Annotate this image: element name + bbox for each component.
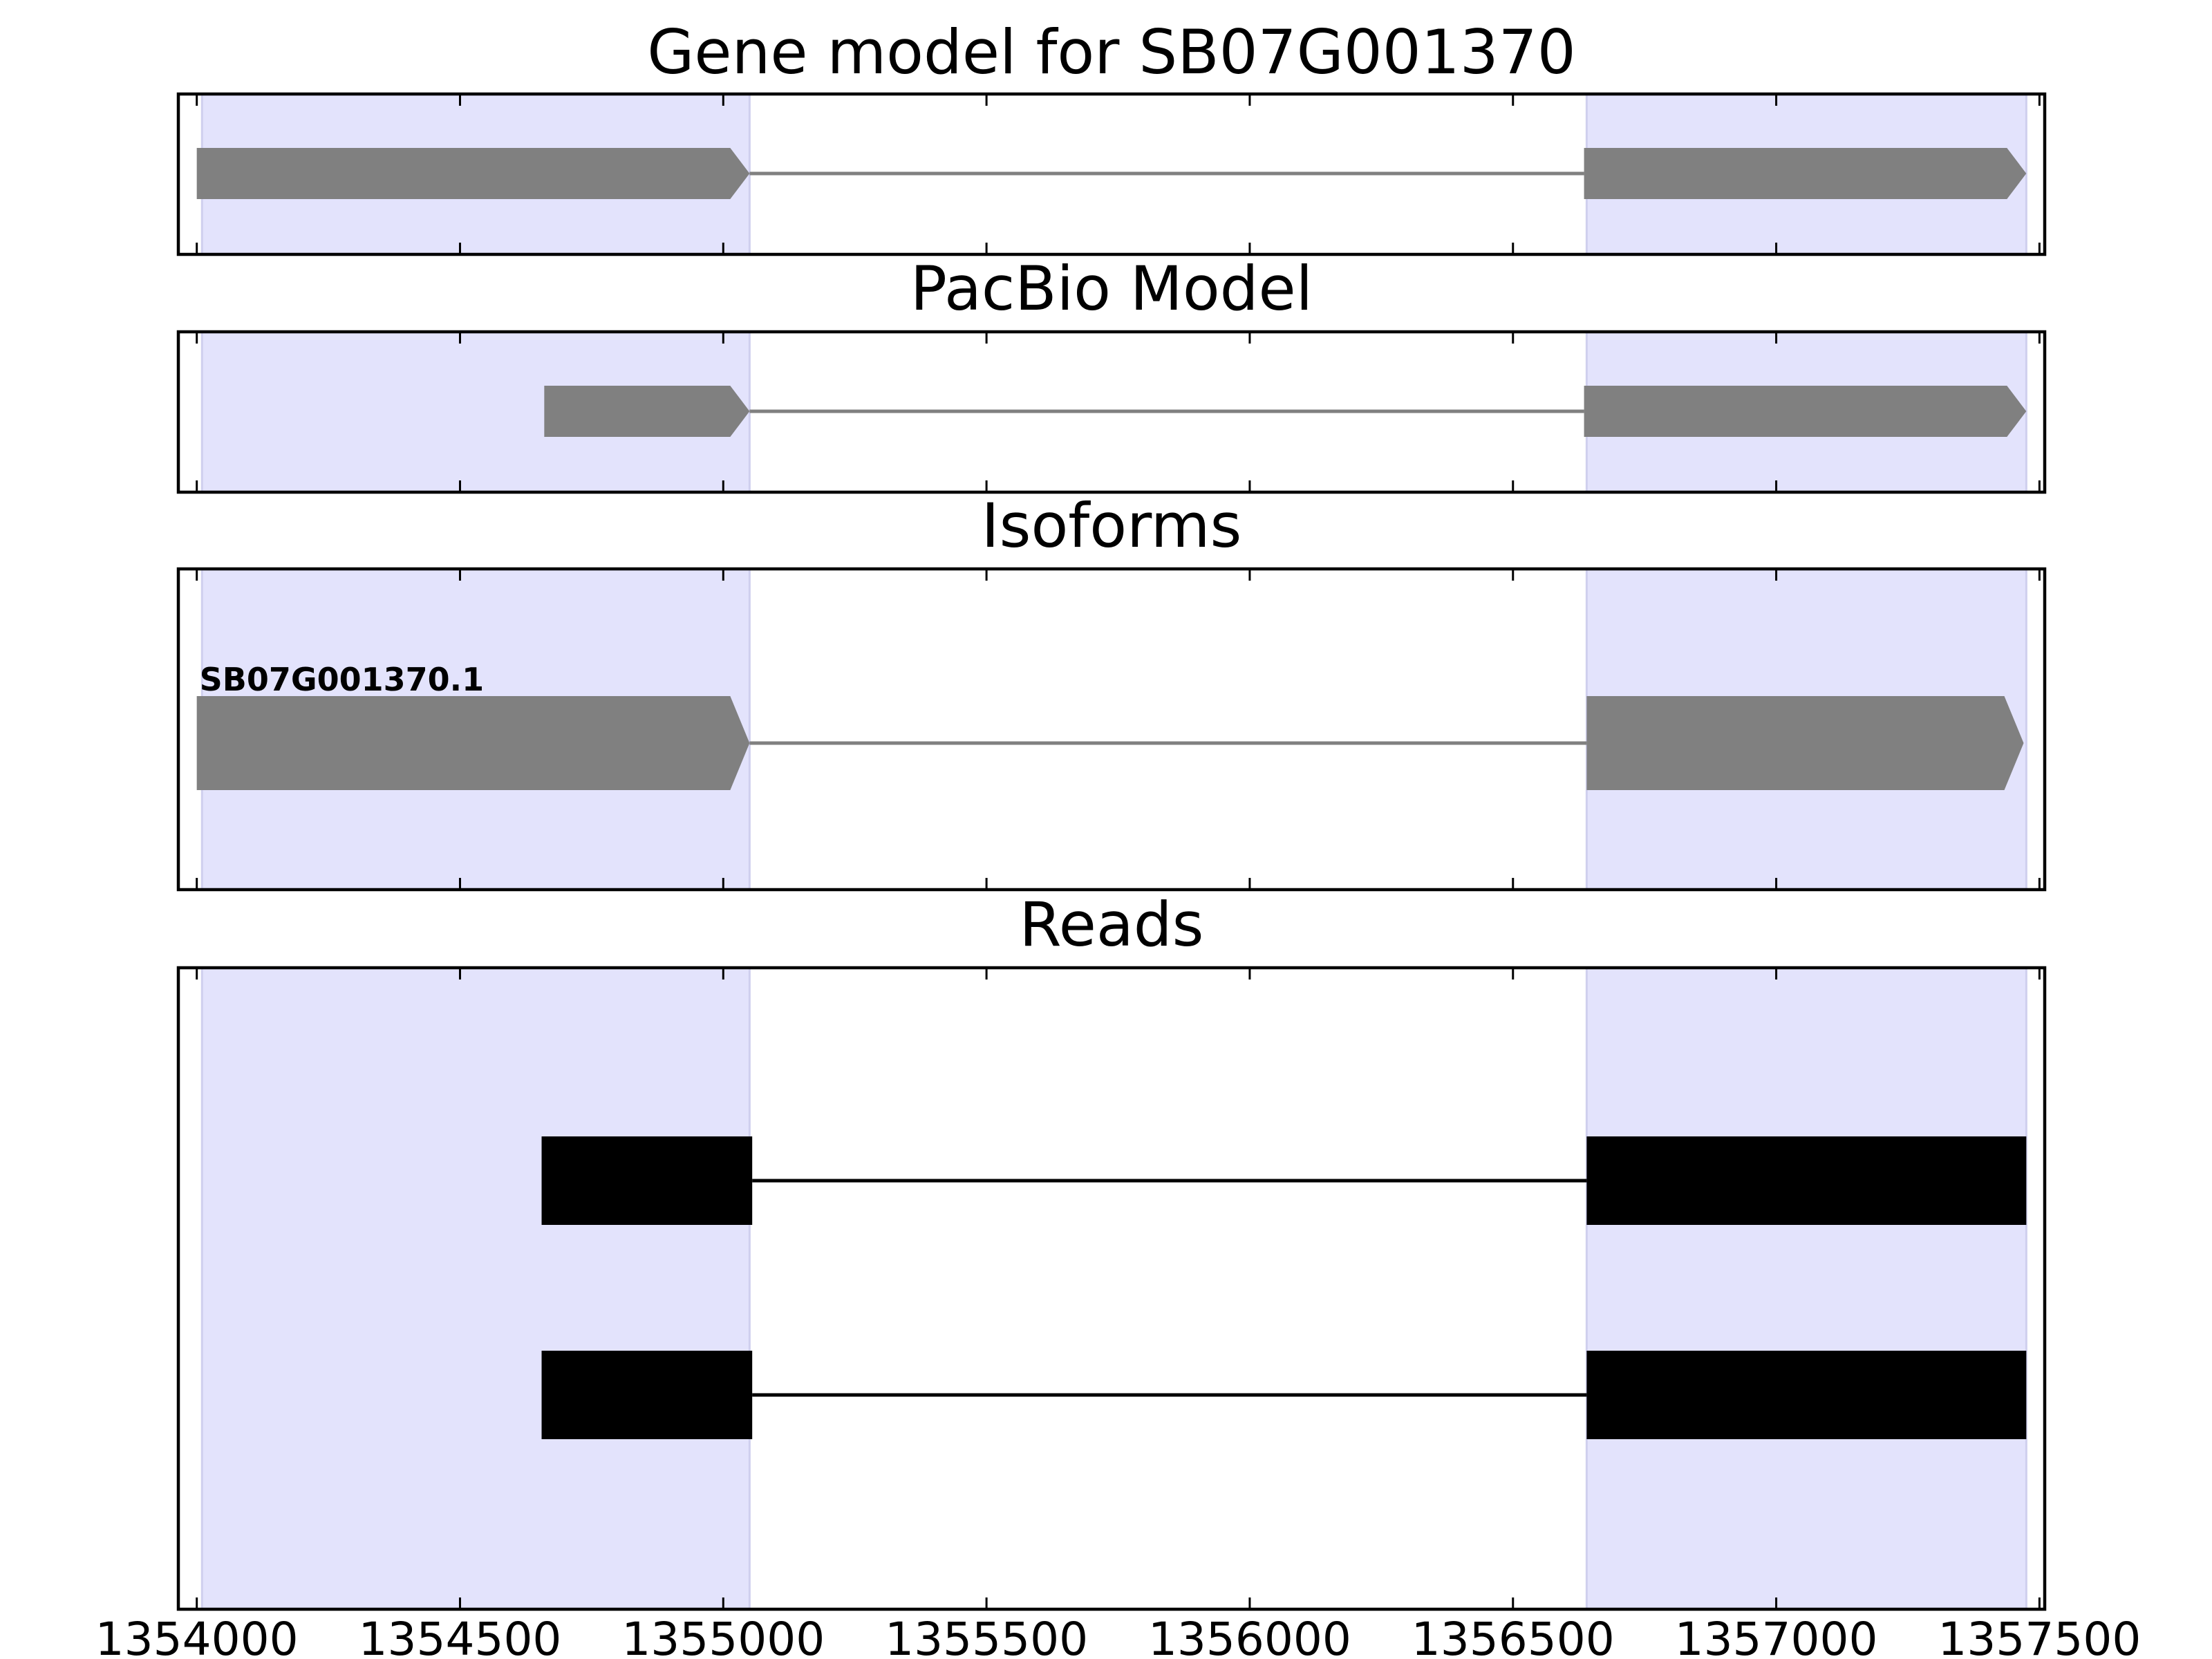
pacbio-model-exon-1-2 bbox=[1584, 386, 2027, 437]
gene-model-title: Gene model for SB07G001370 bbox=[647, 17, 1576, 88]
reads-highlight-region-2 bbox=[1585, 966, 2027, 1611]
pacbio-model-frame bbox=[176, 330, 2047, 494]
x-tick-label: 1357000 bbox=[1675, 1613, 1878, 1659]
isoforms-title: Isoforms bbox=[982, 490, 1242, 561]
isoforms-exon-1-2 bbox=[1586, 696, 2024, 790]
reads-exon-1-2 bbox=[1586, 1136, 2027, 1225]
reads-title: Reads bbox=[1020, 889, 1204, 960]
isoforms-exon-1-1 bbox=[196, 696, 750, 790]
x-tick-label: 1356000 bbox=[1148, 1613, 1351, 1659]
pacbio-model-title: PacBio Model bbox=[910, 253, 1313, 324]
pacbio-model-exon-1-1 bbox=[544, 386, 750, 437]
x-tick-label: 1354500 bbox=[358, 1613, 561, 1659]
x-tick-label: 1355500 bbox=[885, 1613, 1088, 1659]
reads-exon-2-1 bbox=[541, 1351, 753, 1439]
reads-exon-2-2 bbox=[1586, 1351, 2027, 1439]
reads-exon-1-1 bbox=[541, 1136, 753, 1225]
gene-model-exon-1-1 bbox=[196, 148, 750, 199]
x-tick-label: 1354000 bbox=[95, 1613, 299, 1659]
reads-highlight-region-1 bbox=[200, 966, 751, 1611]
x-tick-label: 1357500 bbox=[1938, 1613, 2141, 1659]
isoforms-frame bbox=[176, 567, 2047, 892]
reads-frame bbox=[176, 966, 2047, 1611]
gene-model-exon-1-2 bbox=[1584, 148, 2027, 199]
x-tick-label: 1356500 bbox=[1412, 1613, 1615, 1659]
isoform-label: SB07G001370.1 bbox=[200, 661, 484, 698]
gene-model-frame bbox=[176, 92, 2047, 256]
x-tick-label: 1355000 bbox=[621, 1613, 825, 1659]
